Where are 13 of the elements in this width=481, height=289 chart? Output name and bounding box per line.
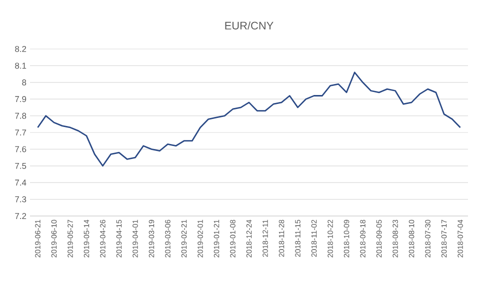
chart-title: EUR/CNY [225, 21, 274, 30]
y-tick-label: 7.9 [15, 96, 26, 102]
y-tick-label: 7.8 [15, 112, 26, 119]
line-series [37, 72, 461, 167]
y-tick-label: 8.2 [15, 46, 26, 52]
y-tick-label: 7.4 [15, 180, 26, 186]
y-tick-label: 7.6 [15, 146, 26, 152]
y-tick-label: 7.5 [15, 162, 26, 169]
y-tick-label: 7.3 [15, 196, 26, 202]
y-tick-label: 8.1 [15, 62, 26, 69]
y-tick-label: 7.2 [15, 213, 26, 219]
y-tick-label: 7.7 [15, 130, 26, 136]
y-tick-label: 8 [22, 79, 26, 86]
